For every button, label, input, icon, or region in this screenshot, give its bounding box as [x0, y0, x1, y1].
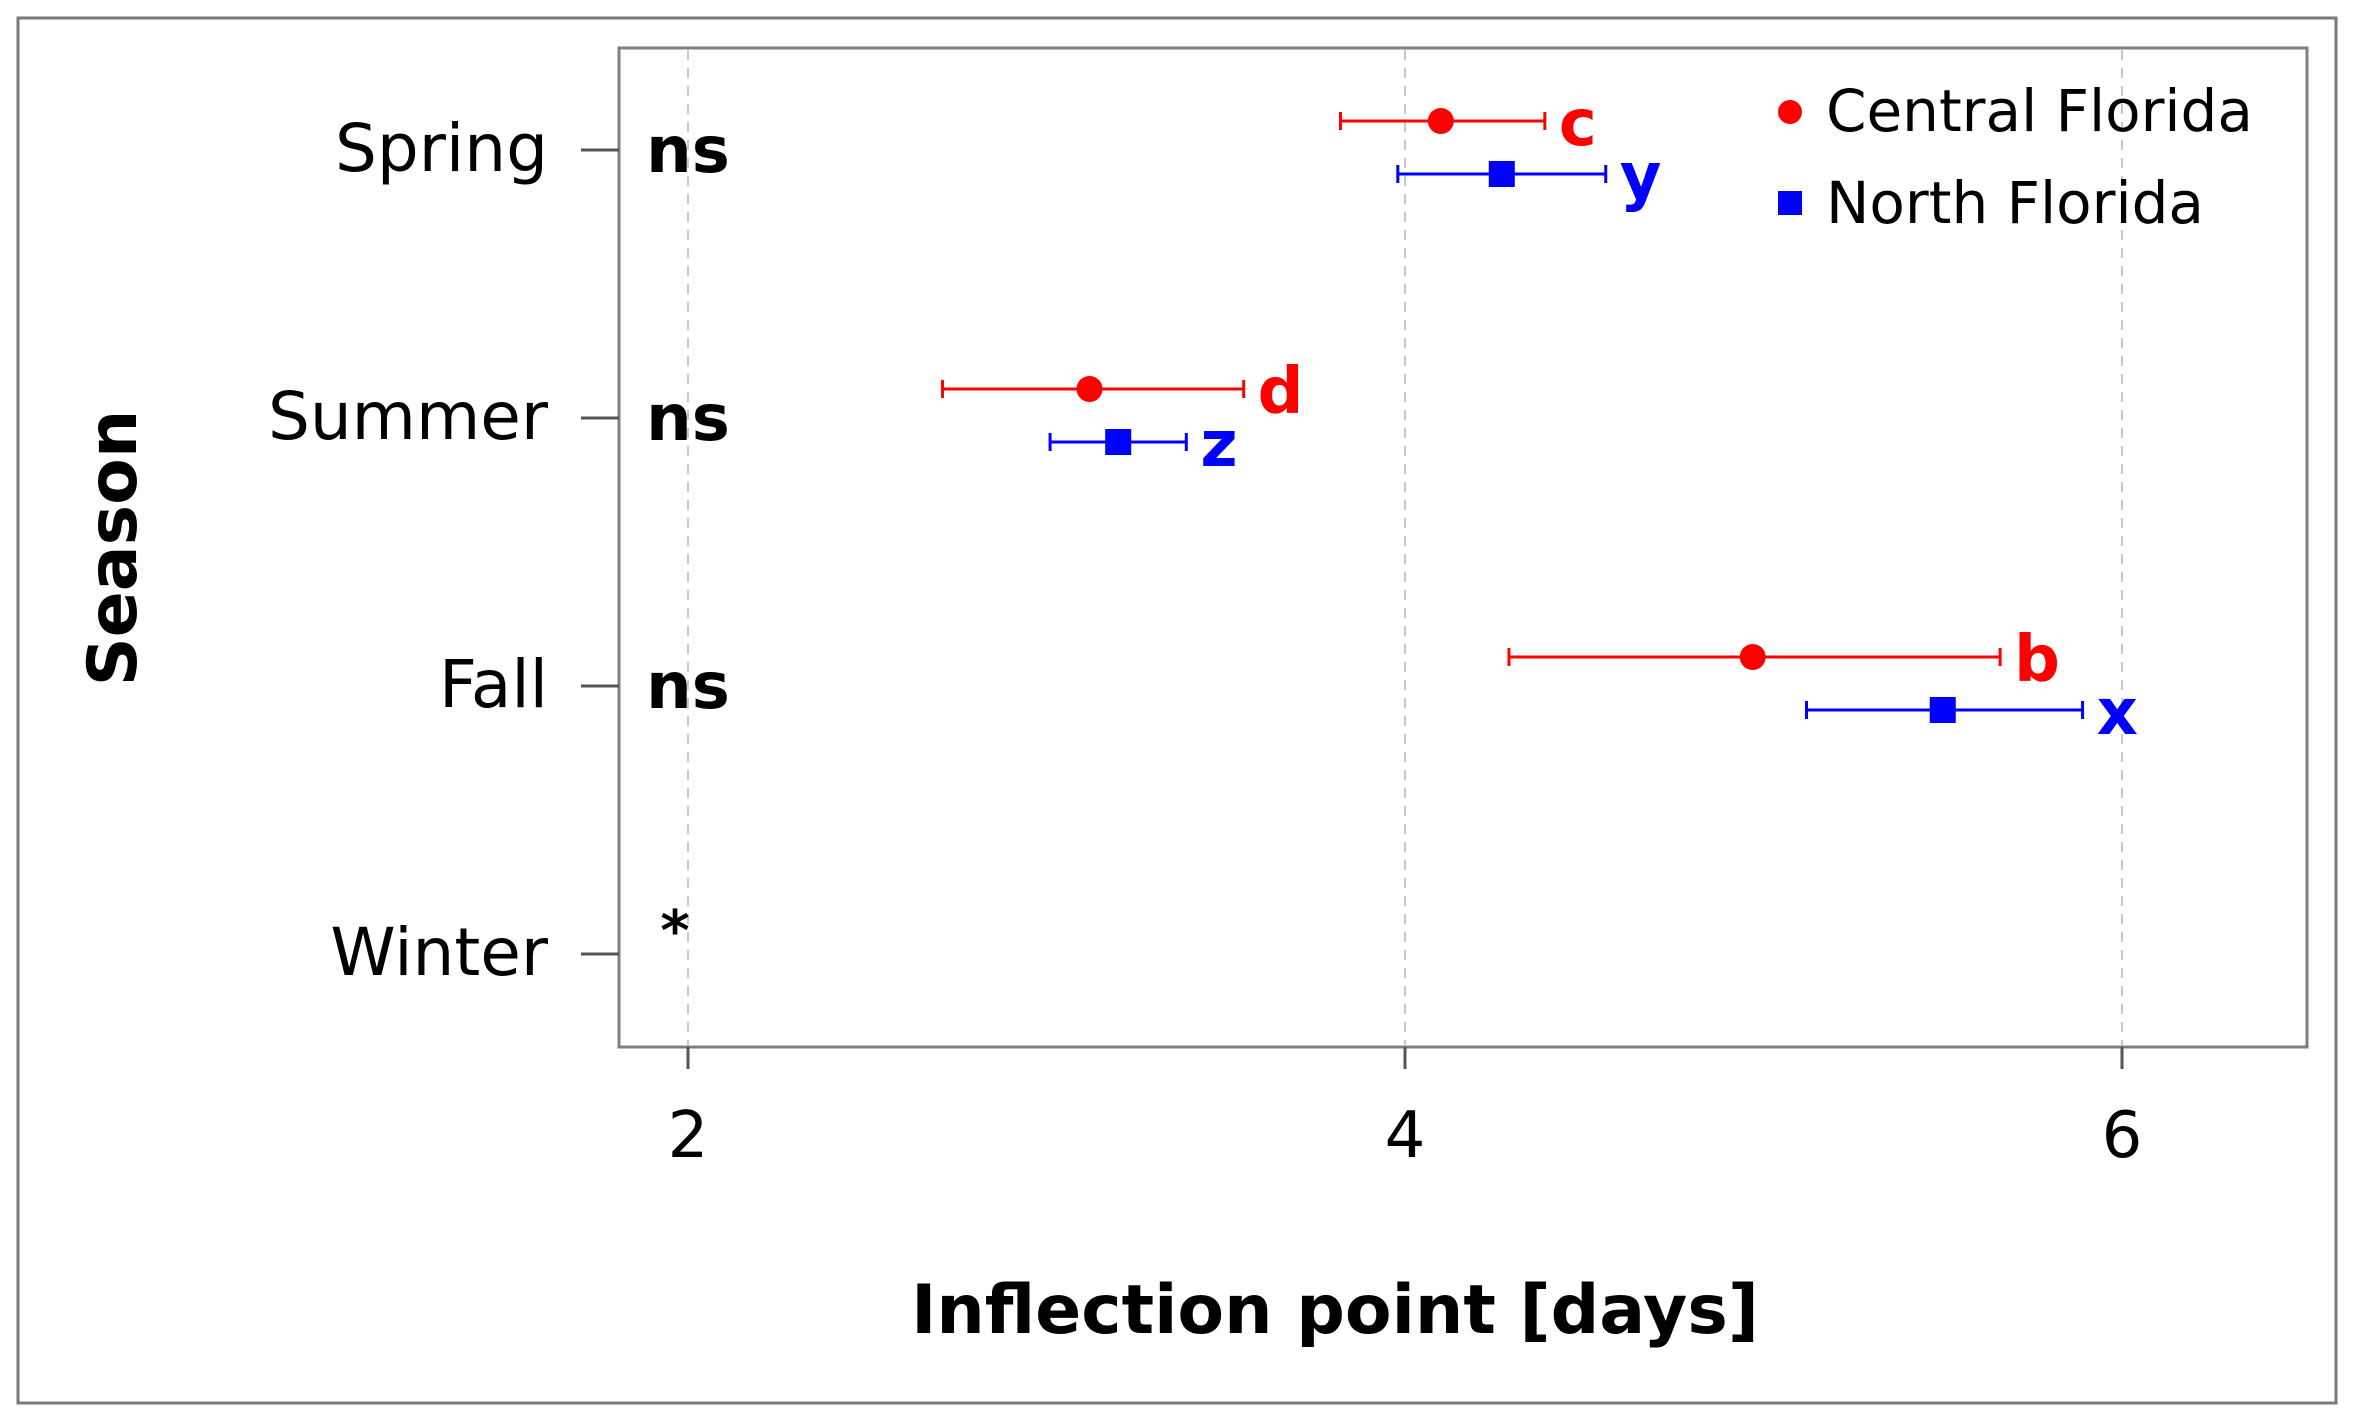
- significance-label-winter: *: [660, 899, 689, 964]
- y-axis: Spring Summer Fall Winter: [268, 110, 619, 991]
- group-letter-central-florida-fall: b: [2014, 623, 2060, 697]
- significance-label-spring: ns: [646, 114, 730, 188]
- x-tick-label-4: 4: [1385, 1099, 1426, 1173]
- group-letter-north-florida-fall: x: [2097, 676, 2138, 750]
- series-central-florida: cdba: [941, 87, 2060, 697]
- group-letter-central-florida-summer: d: [1258, 355, 1304, 429]
- group-letter-north-florida-spring: y: [1620, 140, 1662, 214]
- data-layer: cdbayzxw: [941, 87, 2138, 750]
- x-axis-title: Inflection point [days]: [911, 1271, 1759, 1350]
- legend-label-central-florida: Central Florida: [1826, 77, 2253, 145]
- significance-labels: ns ns ns *: [646, 114, 730, 964]
- plot-area-border: [617, 46, 2309, 1049]
- legend-marker-central-florida: [1778, 100, 1802, 124]
- legend: Central Florida North Florida: [1778, 77, 2253, 237]
- point-north-florida-spring: [1488, 161, 1515, 187]
- y-tick-label-summer: Summer: [268, 378, 549, 455]
- y-axis-title: Season: [74, 410, 153, 687]
- y-tick-label-spring: Spring: [335, 110, 548, 187]
- point-north-florida-fall: [1929, 697, 1956, 723]
- point-central-florida-spring: [1427, 108, 1454, 134]
- significance-label-summer: ns: [646, 382, 730, 456]
- group-letter-central-florida-spring: c: [1559, 87, 1597, 161]
- series-north-florida: yzxw: [1048, 140, 2138, 750]
- legend-marker-north-florida: [1778, 191, 1802, 215]
- x-tick-label-2: 2: [668, 1099, 709, 1173]
- grid-layer: [687, 50, 2123, 1045]
- significance-label-fall: ns: [646, 650, 730, 724]
- point-central-florida-fall: [1739, 644, 1766, 670]
- y-tick-label-winter: Winter: [330, 914, 548, 991]
- point-north-florida-summer: [1105, 429, 1132, 455]
- x-axis: 246810: [668, 1047, 2143, 1173]
- y-tick-label-fall: Fall: [439, 646, 548, 723]
- point-central-florida-summer: [1076, 376, 1103, 402]
- x-tick-label-6: 6: [2102, 1099, 2143, 1173]
- group-letter-north-florida-summer: z: [1200, 408, 1237, 482]
- legend-label-north-florida: North Florida: [1826, 169, 2204, 237]
